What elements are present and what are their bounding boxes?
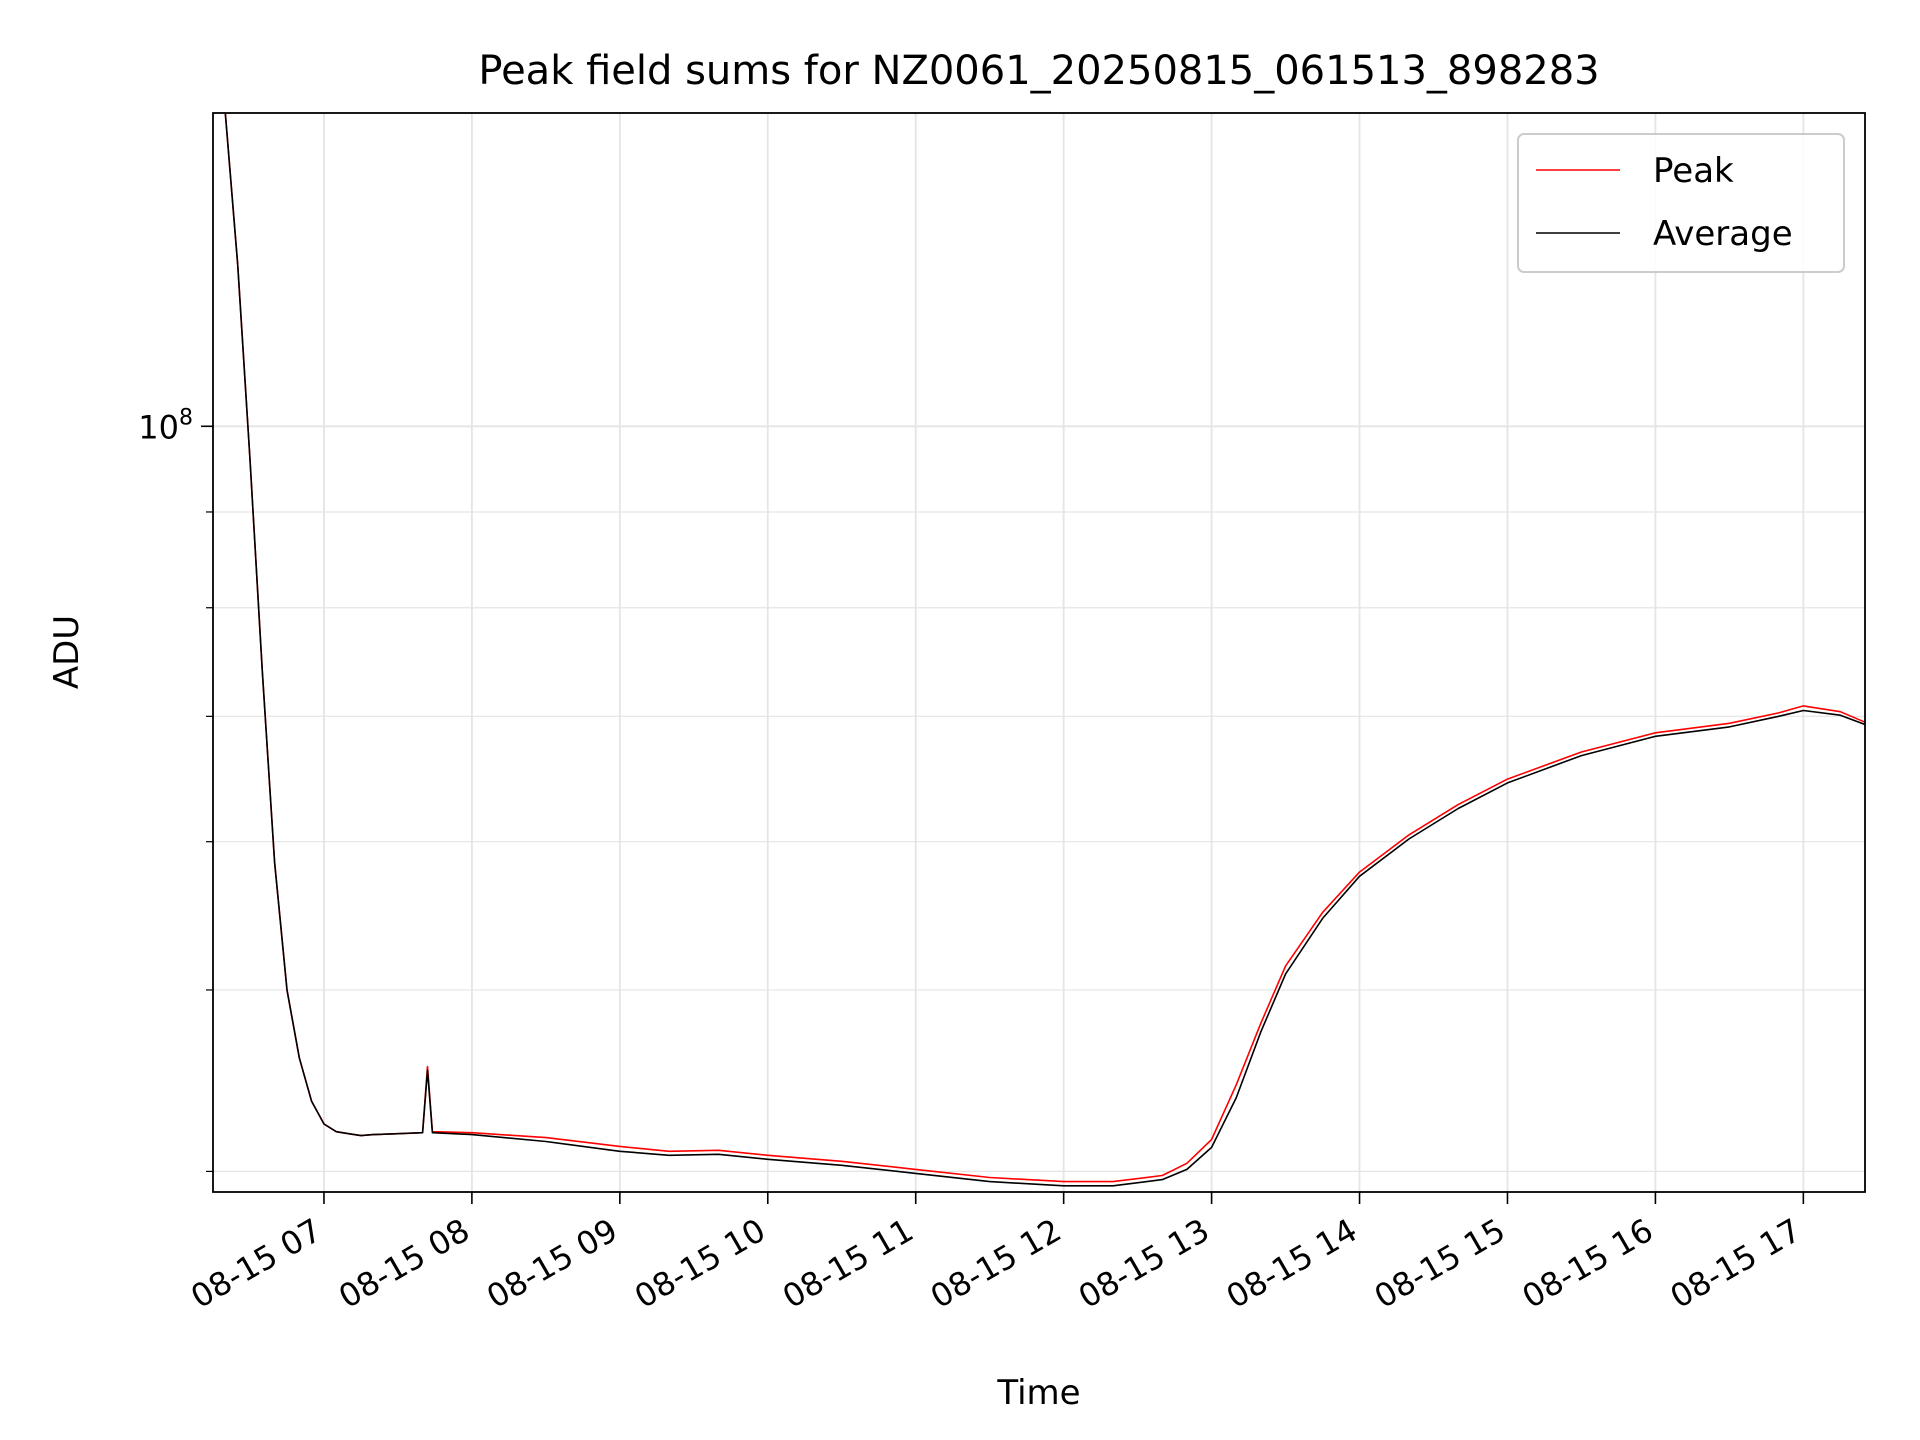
chart-title: Peak field sums for NZ0061_20250815_0615… [478, 48, 1599, 94]
legend-average-label: Average [1653, 214, 1793, 254]
series-layer [224, 113, 1865, 1187]
series-line-average [224, 113, 1865, 1187]
x-axis-label: Time [996, 1373, 1080, 1413]
grid [213, 113, 1865, 1192]
plot-frame [212, 112, 1866, 1193]
legend-peak-label: Peak [1653, 151, 1734, 191]
legend-box [1517, 133, 1845, 273]
y-axis-label: ADU [47, 615, 87, 689]
legend: Peak Average [1517, 133, 1845, 273]
y-axis-ticks: 108 [138, 405, 213, 1173]
y-tick-label: 108 [138, 405, 193, 446]
